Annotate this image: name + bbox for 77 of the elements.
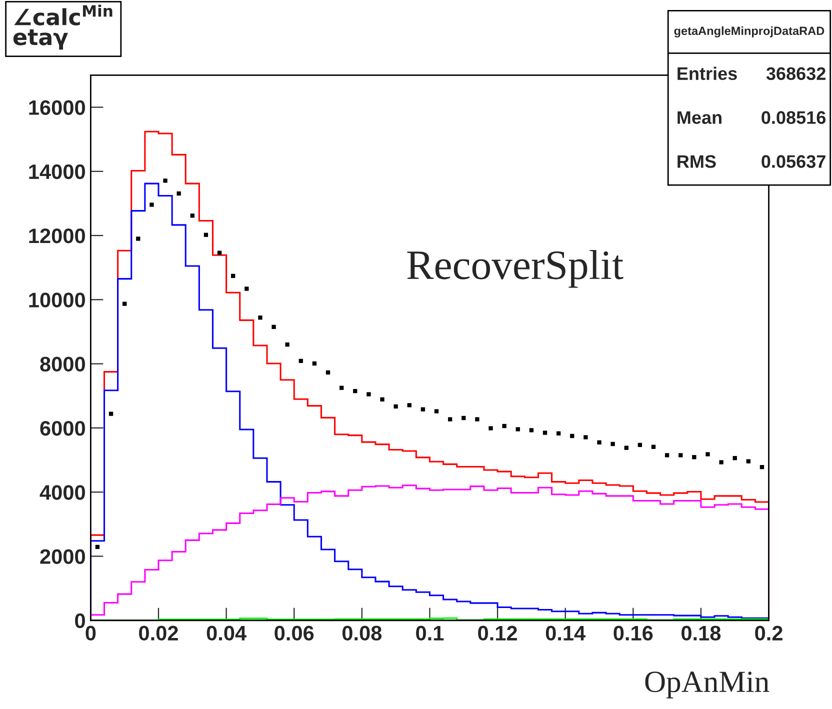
x-tick-label: 0.02: [139, 626, 178, 641]
point: [217, 250, 222, 255]
point: [719, 460, 724, 464]
point: [462, 416, 466, 420]
point: [298, 358, 303, 363]
y-tick-label: 12000: [29, 228, 85, 244]
point: [312, 361, 317, 366]
point: [326, 370, 330, 375]
y-tick-label: 16000: [29, 100, 85, 115]
point: [760, 464, 764, 470]
point: [285, 342, 290, 347]
point: [448, 417, 452, 422]
point: [638, 442, 642, 448]
point: [95, 544, 100, 550]
point: [394, 404, 398, 409]
x-tick-label: 0.04: [206, 626, 246, 641]
x-tick-label: 0.18: [682, 626, 721, 641]
point: [353, 388, 358, 394]
point: [706, 452, 710, 456]
point: [556, 431, 561, 436]
point: [339, 386, 344, 390]
text: Entries 368632: [678, 66, 826, 80]
point: [678, 453, 683, 458]
point: [488, 426, 493, 430]
point: [244, 286, 249, 291]
y-tick-label: 6000: [40, 420, 85, 436]
point: [176, 191, 181, 196]
y-tick-label: 4000: [40, 485, 85, 500]
x-axis-title: OpAnMin: [645, 672, 770, 698]
x-tick-label: 0.14: [546, 626, 586, 641]
point: [624, 446, 628, 450]
point: [475, 417, 480, 422]
point: [732, 456, 737, 460]
point: [420, 407, 426, 412]
text: getaAngleMinprojDataRAD: [674, 26, 824, 38]
y-tick-label: 2000: [40, 549, 85, 564]
point: [380, 397, 384, 402]
point: [258, 316, 262, 320]
y-tick-label: 10000: [29, 292, 85, 308]
text: Mean 0.08516: [678, 111, 826, 124]
point: [190, 214, 194, 218]
y-tick-label: 14000: [29, 164, 85, 180]
point: [597, 440, 602, 444]
point: [542, 430, 548, 435]
x-tick-label: 0.16: [614, 626, 653, 641]
text: RMS 0.05637: [678, 155, 826, 168]
point: [366, 392, 371, 396]
x-tick-label: 0.12: [478, 626, 517, 641]
y-tick-label: 0: [75, 613, 85, 628]
point: [231, 274, 236, 278]
point: [529, 428, 534, 432]
x-tick-label: 0.1: [416, 626, 444, 641]
point: [108, 412, 114, 416]
point: [434, 409, 439, 414]
point: [150, 202, 154, 207]
point: [163, 178, 168, 183]
point: [516, 427, 520, 432]
point: [136, 236, 140, 241]
point: [204, 232, 208, 237]
point: [610, 442, 615, 446]
x-tick-label: 0.2: [755, 626, 782, 641]
y-tick-label: 8000: [40, 356, 85, 372]
point: [664, 453, 670, 458]
x-tick-label: 0.08: [342, 626, 382, 641]
point: [122, 302, 127, 306]
point: [407, 403, 412, 408]
x-tick-label: 0.06: [274, 626, 314, 641]
chart-title: ∠calc$^{Min}$ etaγ: [13, 4, 112, 50]
annotation: RecoverSplit: [407, 250, 624, 288]
point: [692, 455, 696, 460]
point: [746, 459, 751, 464]
point: [272, 324, 276, 329]
point: [502, 424, 506, 428]
x-tick-label: 0: [86, 626, 96, 641]
point: [570, 434, 574, 438]
point: [584, 435, 588, 440]
point: [651, 444, 656, 449]
